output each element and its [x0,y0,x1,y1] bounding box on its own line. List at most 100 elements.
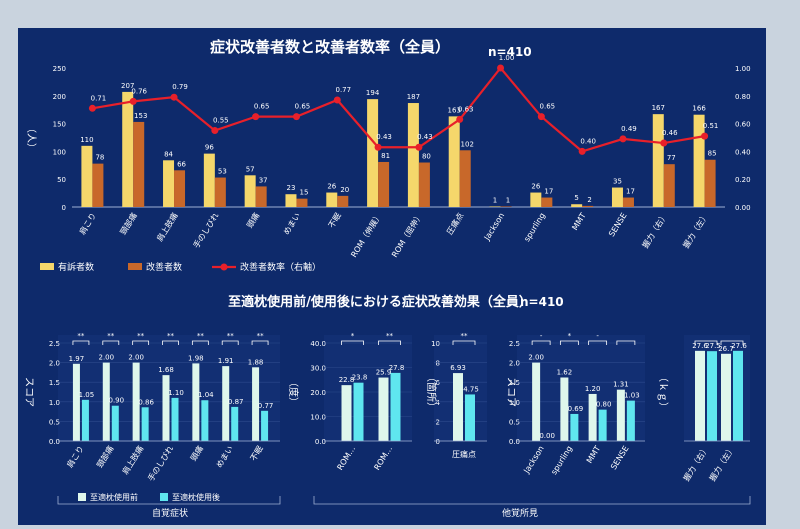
group-bracket-subjective [57,496,281,505]
bottom-data-label-before: 1.62 [557,368,573,376]
bottom-y-tick-label: 0.5 [49,418,60,426]
top-bar-improved [541,197,553,207]
top-bar-complaint [163,160,175,207]
top-bar-improved [214,177,226,207]
bottom-y-tick-label: 10.0 [310,414,326,422]
top-y2-tick-label: 1.00 [735,65,751,73]
top-data-label-complaint: 187 [407,93,420,101]
top-bar-complaint [122,91,134,207]
top-data-label-complaint: 207 [121,82,134,90]
bottom-data-label-after: 1.03 [624,392,640,400]
top-y-axis-label: （人） [25,123,37,153]
bottom-bar-after [171,397,179,441]
bottom-significance-bracket [162,340,179,345]
bottom-bar-before [162,375,170,441]
bottom-significance-bracket [694,340,718,345]
bottom-y-tick-label: 0.0 [49,438,60,446]
bottom-bar-before [132,362,140,441]
top-y2-tick-label: 0.40 [735,148,751,156]
top-data-label-improved: 66 [177,160,186,168]
top-data-label-improved: 153 [134,112,147,120]
top-bar-improved [663,164,675,207]
bottom-data-label-before: 2.00 [528,354,544,362]
bottom-y-axis-label: スコア [23,377,34,407]
top-bar-complaint [326,192,338,207]
rate-point [170,93,178,101]
top-bar-complaint [81,145,93,207]
top-bar-improved [378,161,390,207]
rate-point [333,96,341,104]
rate-point [497,64,505,72]
legend-swatch-rate-point [220,263,228,271]
bottom-bar-after [231,406,239,441]
top-bar-improved [704,159,716,207]
bottom-y-tick-label: 4 [436,399,441,407]
top-data-label-complaint: 163 [448,106,461,114]
top-data-label-improved: 2 [587,196,591,204]
bottom-data-label-before: 1.68 [158,366,174,374]
rate-data-label: 0.43 [417,133,433,141]
bottom-bar-before [721,353,731,441]
bottom-significance-bracket [251,340,269,345]
top-chart-title: 症状改善者数と改善者数率（全員） [210,38,450,56]
legend-label-complaint: 有訴者数 [58,261,94,273]
bottom-significance-mark: - [596,332,599,340]
top-y2-tick-label: 0.20 [735,176,751,184]
bottom-bar-before [695,350,705,441]
bottom-y-tick-label: 1.0 [509,399,520,407]
bottom-data-label-after: 0.80 [596,401,612,409]
bottom-y-tick-label: 40.0 [310,340,326,348]
bottom-bar-after [111,405,119,441]
top-bar-complaint [203,153,215,207]
top-data-label-complaint: 167 [652,104,665,112]
group-label-objective: 他覚所見 [502,507,538,519]
bottom-bar-before [72,363,80,441]
top-y2-tick-label: 0.80 [735,93,751,101]
bottom-data-label-before: 27.6 [692,342,708,350]
bottom-data-label-before: 25.9 [376,369,392,377]
rate-point [292,113,300,121]
rate-data-label: 0.51 [703,122,719,130]
top-data-label-improved: 1 [506,196,510,204]
rate-point [701,132,709,140]
bottom-y-tick-label: 0.0 [315,438,326,446]
top-bar-complaint [448,116,460,207]
top-data-label-complaint: 5 [574,194,578,202]
bottom-y-axis-label: スコア [505,377,516,407]
top-data-label-improved: 77 [667,154,676,162]
group-label-subjective: 自覚症状 [152,507,188,519]
bottom-y-tick-label: 2.5 [49,340,60,348]
rate-data-label: 0.76 [131,87,147,95]
bottom-significance-bracket [616,340,636,345]
bottom-bar-before [102,362,110,441]
top-bar-complaint [693,114,705,207]
bottom-bar-after [465,394,475,441]
top-bar-complaint [244,175,256,207]
top-bar-improved [92,163,104,207]
top-bar-complaint [489,206,501,207]
legend-label-before: 至適枕使用前 [90,492,138,502]
rate-data-label: 0.77 [335,86,351,94]
bottom-bar-before [532,362,541,441]
rate-data-label: 0.65 [540,103,556,111]
rate-point [619,135,627,143]
bottom-significance-bracket [341,340,364,345]
top-data-label-complaint: 26 [531,183,540,191]
top-data-label-complaint: 1 [493,196,497,204]
top-bar-improved [337,195,349,207]
top-data-label-complaint: 23 [287,184,296,192]
bottom-bar-after [570,413,579,441]
rate-data-label: 0.65 [295,103,311,111]
top-data-label-improved: 85 [708,150,717,158]
bottom-significance-mark: ** [77,332,85,340]
top-data-label-improved: 53 [218,168,227,176]
bottom-data-label-before: 6.93 [450,364,466,372]
top-data-label-complaint: 35 [613,178,622,186]
rate-point [88,104,96,112]
legend-swatch-after [160,493,168,501]
rate-point [129,97,137,105]
top-bar-improved [622,197,634,207]
bottom-chart-n-label: n=410 [520,295,564,309]
top-bar-complaint [611,187,623,207]
chart-panel-background [18,28,766,525]
